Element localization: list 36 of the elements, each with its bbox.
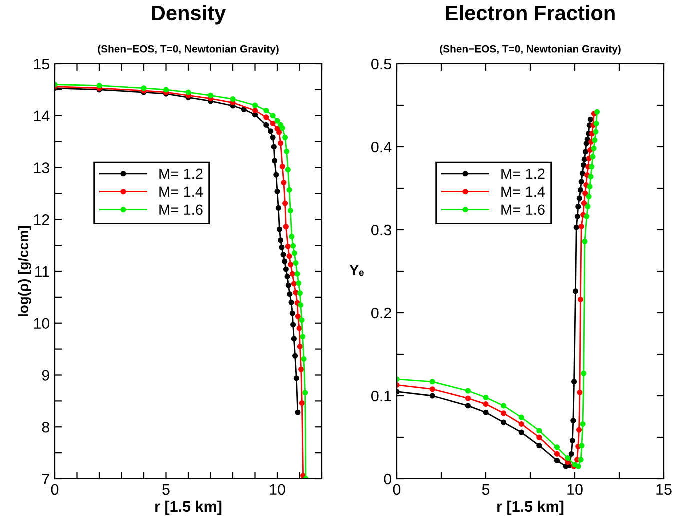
x-tick-label: 10 (270, 484, 286, 496)
y-tick-label: 14 (34, 110, 50, 122)
y-tick-label: 15 (34, 59, 50, 70)
chart-subtitle: (Shen−EOS, T=0, Newtonian Gravity) (440, 45, 621, 55)
chart-title: Density (152, 5, 226, 25)
chart-subtitle: (Shen−EOS, T=0, Newtonian Gravity) (98, 45, 279, 55)
y-tick-label: 12 (34, 214, 50, 226)
x-tick-label: 5 (162, 484, 170, 496)
y-tick-label: 0.4 (372, 142, 392, 153)
y-axis-title: log(ρ) [g/ccm] (18, 226, 32, 316)
x-axis-title: r [1.5 km] (498, 500, 564, 516)
x-tick-label: 0 (51, 484, 59, 496)
x-tick-label: 0 (393, 484, 401, 496)
y-tick-label: 13 (34, 162, 50, 174)
legend-label: M= 1.2 (502, 168, 545, 179)
legend-label: M= 1.6 (160, 204, 203, 216)
legend-label: M= 1.4 (160, 186, 204, 197)
legend-label: M= 1.4 (502, 186, 546, 197)
y-tick-label: 0.5 (372, 58, 392, 70)
x-tick-label: 10 (568, 484, 583, 496)
y-tick-label: 8 (42, 422, 50, 433)
y-tick-label: 7 (42, 474, 50, 485)
y-tick-label: 0 (384, 474, 392, 485)
x-tick-label: 15 (656, 484, 672, 496)
y-tick-label: 0.1 (372, 390, 392, 402)
y-tick-label: 10 (34, 318, 50, 330)
chart-title: Electron Fraction (446, 5, 615, 21)
x-axis-title: r [1.5 km] (156, 500, 222, 516)
y-tick-label: 0.3 (372, 224, 392, 236)
y-axis-title: Yₑ (350, 266, 364, 276)
legend-label: M= 1.2 (160, 168, 203, 179)
x-tick-label: 5 (482, 484, 490, 496)
y-tick-label: 0.2 (372, 308, 392, 319)
y-tick-label: 9 (42, 370, 50, 381)
y-tick-label: 11 (35, 266, 50, 278)
legend-label: M= 1.6 (502, 204, 545, 216)
